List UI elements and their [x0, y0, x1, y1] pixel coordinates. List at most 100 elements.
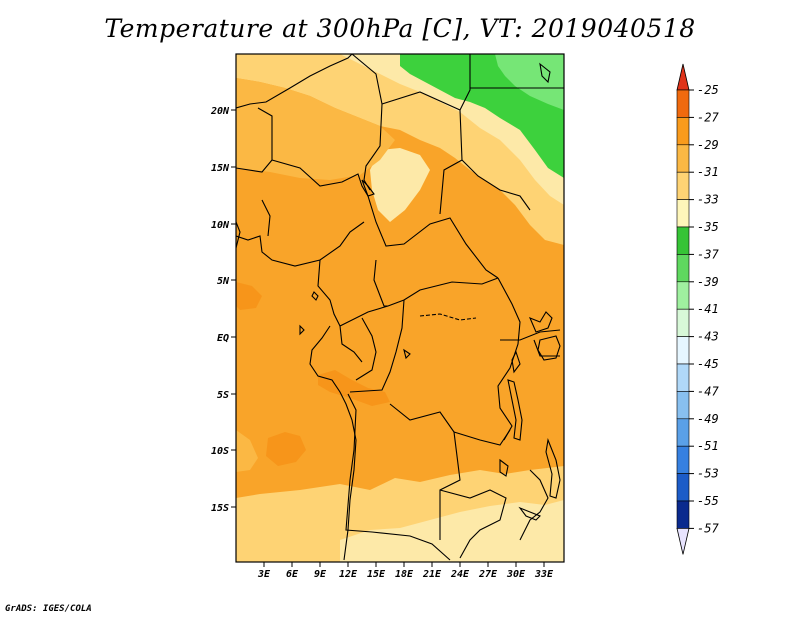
border-line	[519, 469, 549, 541]
field-dark-patch-west	[236, 282, 262, 310]
colorbar-segment	[676, 363, 690, 392]
border-line	[351, 54, 383, 191]
field-west-light-patch	[236, 78, 395, 180]
border-line	[317, 259, 499, 327]
colorbar-bottom-arrow	[676, 528, 690, 555]
border-line	[261, 199, 271, 237]
coastline	[236, 221, 241, 249]
border-line	[367, 195, 499, 279]
colorbar-label: -39	[697, 275, 719, 289]
lat-label-10s: 10S	[211, 446, 229, 457]
lake-albert	[528, 311, 553, 333]
colorbar-segment	[676, 171, 690, 200]
border-line	[461, 159, 531, 211]
lake-small	[403, 348, 411, 360]
border-line	[236, 221, 365, 267]
lake-turkana	[539, 62, 551, 84]
colorbar-label: -49	[697, 412, 719, 426]
colorbar-segment	[676, 445, 690, 474]
field-dark-patch-sw	[266, 432, 306, 466]
lake-tanganyika	[507, 379, 523, 441]
lake-kariba	[518, 506, 541, 521]
border-line	[355, 317, 377, 381]
colorbar-label: -41	[697, 302, 719, 316]
lake-bioko	[311, 291, 319, 301]
border-line	[373, 259, 388, 307]
lake-kivu	[511, 350, 521, 374]
map-frame	[235, 53, 565, 563]
grads-credit: GrADS: IGES/COLA	[5, 604, 92, 614]
chart-title: Temperature at 300hPa [C], VT: 201904051…	[104, 14, 696, 43]
colorbar-top-arrow	[676, 63, 690, 91]
border-line	[236, 54, 353, 109]
colorbar-segment	[676, 473, 690, 502]
colorbar-label: -53	[697, 467, 719, 481]
lake-small	[299, 324, 305, 336]
colorbar-label: -27	[697, 110, 719, 124]
colorbar: -25 -27 -29 -31 -33 -35 -37 -39 -41 -43 -45 -47 -49 -…	[676, 63, 719, 555]
coastline	[309, 325, 357, 561]
river-congo	[419, 313, 477, 321]
border-line	[453, 429, 511, 446]
colorbar-segment	[676, 391, 690, 420]
colorbar-segment	[676, 144, 690, 173]
country-borders	[236, 54, 564, 561]
lon-label-33e: 33E	[534, 569, 554, 580]
lon-label-30e: 30E	[506, 569, 526, 580]
colorbar-label: -47	[697, 384, 719, 398]
field-light-patch-sw	[236, 430, 258, 472]
field-central-pale-patch	[370, 148, 430, 222]
field-dark-patch-congo	[318, 370, 390, 406]
colorbar-label: -45	[697, 357, 719, 371]
colorbar-segment	[676, 308, 690, 337]
border-line	[500, 329, 561, 341]
lon-axis: 3E 6E 9E 12E 15E 18E 21E 24E 27E 30E 33E	[257, 562, 554, 580]
lat-label-10n: 10N	[211, 220, 230, 231]
lat-label-15n: 15N	[211, 163, 230, 174]
lon-label-6e: 6E	[286, 569, 299, 580]
field-south-pale-band	[340, 500, 564, 562]
border-line	[339, 325, 363, 363]
lat-label-5s: 5S	[217, 390, 229, 401]
border-line	[271, 159, 369, 197]
lat-label-20n: 20N	[210, 106, 230, 117]
border-line	[439, 489, 507, 559]
colorbar-label: -51	[697, 439, 719, 453]
border-line	[349, 299, 405, 393]
colorbar-segment	[676, 226, 690, 255]
lat-label-15s: 15S	[211, 503, 229, 514]
lon-label-24e: 24E	[450, 569, 470, 580]
lon-label-21e: 21E	[422, 569, 442, 580]
lon-label-15e: 15E	[367, 569, 386, 580]
border-line	[381, 91, 463, 215]
colorbar-segment	[676, 336, 690, 365]
lat-label-5n: 5N	[217, 276, 230, 287]
temperature-field	[236, 54, 564, 562]
colorbar-label: -35	[697, 220, 719, 234]
colorbar-label: -31	[697, 165, 719, 179]
border-line	[497, 277, 521, 441]
lon-label-27e: 27E	[478, 569, 498, 580]
colorbar-label: -57	[697, 521, 719, 535]
lon-label-3e: 3E	[257, 569, 271, 580]
lake-victoria	[537, 335, 561, 361]
border-line	[459, 54, 471, 111]
border-line	[345, 393, 451, 561]
colorbar-segment	[676, 281, 690, 310]
colorbar-segment	[676, 418, 690, 447]
colorbar-segment	[676, 117, 690, 146]
lat-axis: 20N 15N 10N 5N EQ 5S 10S 15S	[210, 106, 236, 514]
lake-mweru	[499, 458, 509, 477]
colorbar-segment	[676, 199, 690, 228]
border-line	[533, 339, 560, 357]
lat-label-eq: EQ	[217, 333, 229, 344]
colorbar-label: -33	[697, 193, 719, 207]
colorbar-segment	[676, 254, 690, 283]
colorbar-label: -55	[697, 494, 719, 508]
lon-label-9e: 9E	[314, 569, 327, 580]
lake-malawi	[545, 437, 561, 499]
lon-label-18e: 18E	[395, 569, 414, 580]
colorbar-label: -43	[697, 330, 719, 344]
colorbar-label: -37	[697, 247, 719, 261]
